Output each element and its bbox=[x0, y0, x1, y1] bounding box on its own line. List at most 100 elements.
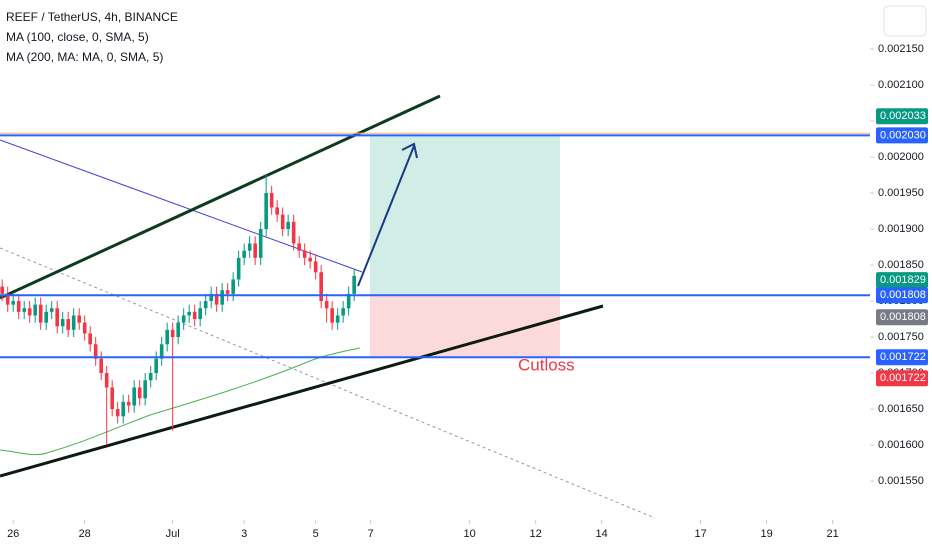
candle-body bbox=[5, 293, 10, 305]
candle-body bbox=[176, 322, 180, 338]
y-tick-label: 0.002100 bbox=[878, 79, 924, 91]
candle-body bbox=[335, 315, 340, 323]
candle-body bbox=[165, 329, 169, 345]
y-tick-label: 0.001600 bbox=[878, 439, 924, 451]
x-tick-label: 5 bbox=[313, 528, 319, 540]
candle-body bbox=[253, 243, 257, 258]
candle-body bbox=[66, 319, 70, 330]
candle-body bbox=[280, 214, 285, 230]
arrow bbox=[357, 145, 415, 287]
settings-button[interactable] bbox=[883, 5, 927, 37]
x-tick-label: 26 bbox=[7, 528, 19, 540]
candle-body bbox=[324, 301, 329, 309]
candle-body bbox=[236, 257, 241, 280]
candle-body bbox=[44, 311, 48, 323]
candle-body bbox=[319, 272, 323, 302]
price-label: 0.002030 bbox=[880, 129, 926, 141]
candle-body bbox=[286, 221, 290, 230]
candle-body bbox=[181, 315, 186, 323]
candle-body bbox=[126, 401, 131, 406]
price-label: 0.001808 bbox=[880, 311, 926, 323]
candle-body bbox=[214, 293, 219, 305]
x-tick-label: 17 bbox=[694, 528, 706, 540]
x-tick-label: 14 bbox=[596, 528, 608, 540]
price-label-bg bbox=[876, 349, 928, 366]
candle-body bbox=[313, 261, 318, 273]
candle-body bbox=[209, 293, 213, 302]
candle-body bbox=[71, 315, 76, 330]
candle-body bbox=[187, 311, 191, 316]
candle-body bbox=[346, 293, 351, 309]
y-tick-label: 0.002000 bbox=[878, 151, 924, 163]
x-tick-label: 7 bbox=[368, 528, 374, 540]
price-label: 0.001808 bbox=[880, 289, 926, 301]
candle-body bbox=[77, 315, 81, 323]
candle-body bbox=[220, 290, 224, 305]
indicator: MA (200, MA: MA, 0, SMA, 5) bbox=[6, 50, 163, 64]
candle-body bbox=[0, 286, 4, 294]
candle-body bbox=[308, 257, 312, 262]
candle-body bbox=[269, 193, 274, 208]
candle-body bbox=[16, 301, 21, 312]
candle-body bbox=[297, 243, 301, 251]
candle-body bbox=[55, 308, 59, 327]
candle-body bbox=[275, 207, 279, 215]
candle-body bbox=[110, 387, 114, 410]
candle-body bbox=[291, 221, 296, 244]
y-tick-label: 0.001850 bbox=[878, 259, 924, 271]
candle-body bbox=[242, 250, 246, 258]
candle-body bbox=[49, 308, 54, 312]
candle-body bbox=[132, 387, 136, 406]
price-label: 0.002033 bbox=[880, 110, 926, 122]
price-label: 0.001722 bbox=[880, 351, 926, 363]
candle-body bbox=[22, 308, 26, 312]
candle-body bbox=[104, 373, 109, 388]
x-tick-label: 21 bbox=[826, 528, 838, 540]
candle-body bbox=[247, 243, 252, 251]
candle-body bbox=[38, 304, 43, 323]
price-label-bg bbox=[876, 370, 928, 387]
candle-body bbox=[148, 373, 153, 381]
price-label: 0.001722 bbox=[880, 372, 926, 384]
candle-body bbox=[99, 358, 103, 374]
x-tick-label: 12 bbox=[530, 528, 542, 540]
candle-body bbox=[88, 333, 92, 345]
price-label-bg bbox=[876, 272, 928, 289]
y-tick-label: 0.002150 bbox=[878, 43, 924, 55]
x-tick-label: 3 bbox=[241, 528, 247, 540]
candle-body bbox=[154, 358, 158, 374]
upper-channel bbox=[0, 94, 441, 300]
x-tick-label: 28 bbox=[79, 528, 91, 540]
candle-body bbox=[82, 322, 87, 334]
candle-body bbox=[27, 308, 32, 316]
y-tick-label: 0.001650 bbox=[878, 403, 924, 415]
ma-100 bbox=[0, 139, 363, 273]
candle-body bbox=[60, 319, 65, 327]
candle-body bbox=[137, 387, 142, 399]
y-tick-label: 0.001750 bbox=[878, 331, 924, 343]
candle-body bbox=[302, 250, 307, 258]
candle-body bbox=[330, 308, 334, 323]
chart-title: REEF / TetherUS, 4h, BINANCE bbox=[6, 10, 178, 24]
candle-body bbox=[115, 409, 120, 417]
price-label-bg bbox=[876, 108, 928, 125]
candle-body bbox=[93, 344, 98, 359]
candle-body bbox=[258, 229, 263, 258]
candle-body bbox=[33, 304, 37, 316]
x-tick-label: Jul bbox=[166, 528, 180, 540]
candle-body bbox=[264, 193, 268, 230]
candle-body bbox=[192, 311, 197, 320]
candle-body bbox=[203, 301, 208, 309]
lower-channel bbox=[0, 304, 604, 478]
price-label-bg bbox=[876, 309, 928, 326]
y-tick-label: 0.001950 bbox=[878, 187, 924, 199]
profit-zone bbox=[370, 135, 560, 296]
price-label-bg bbox=[876, 127, 928, 144]
candle-body bbox=[225, 290, 230, 294]
y-tick-label: 0.001900 bbox=[878, 223, 924, 235]
candle-body bbox=[352, 275, 356, 294]
candle-body bbox=[11, 301, 15, 305]
price-label: 0.001829 bbox=[880, 274, 926, 286]
annotation: Cutloss bbox=[518, 355, 575, 374]
